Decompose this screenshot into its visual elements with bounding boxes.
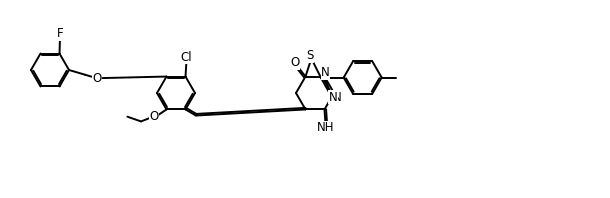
Text: N: N	[329, 91, 337, 104]
Text: O: O	[290, 56, 300, 69]
Text: NH: NH	[317, 121, 334, 134]
Text: S: S	[306, 49, 314, 62]
Text: Cl: Cl	[181, 51, 192, 64]
Text: N: N	[332, 90, 342, 104]
Text: F: F	[57, 27, 63, 40]
Text: O: O	[93, 72, 102, 85]
Text: N: N	[321, 66, 330, 79]
Text: O: O	[149, 110, 159, 123]
